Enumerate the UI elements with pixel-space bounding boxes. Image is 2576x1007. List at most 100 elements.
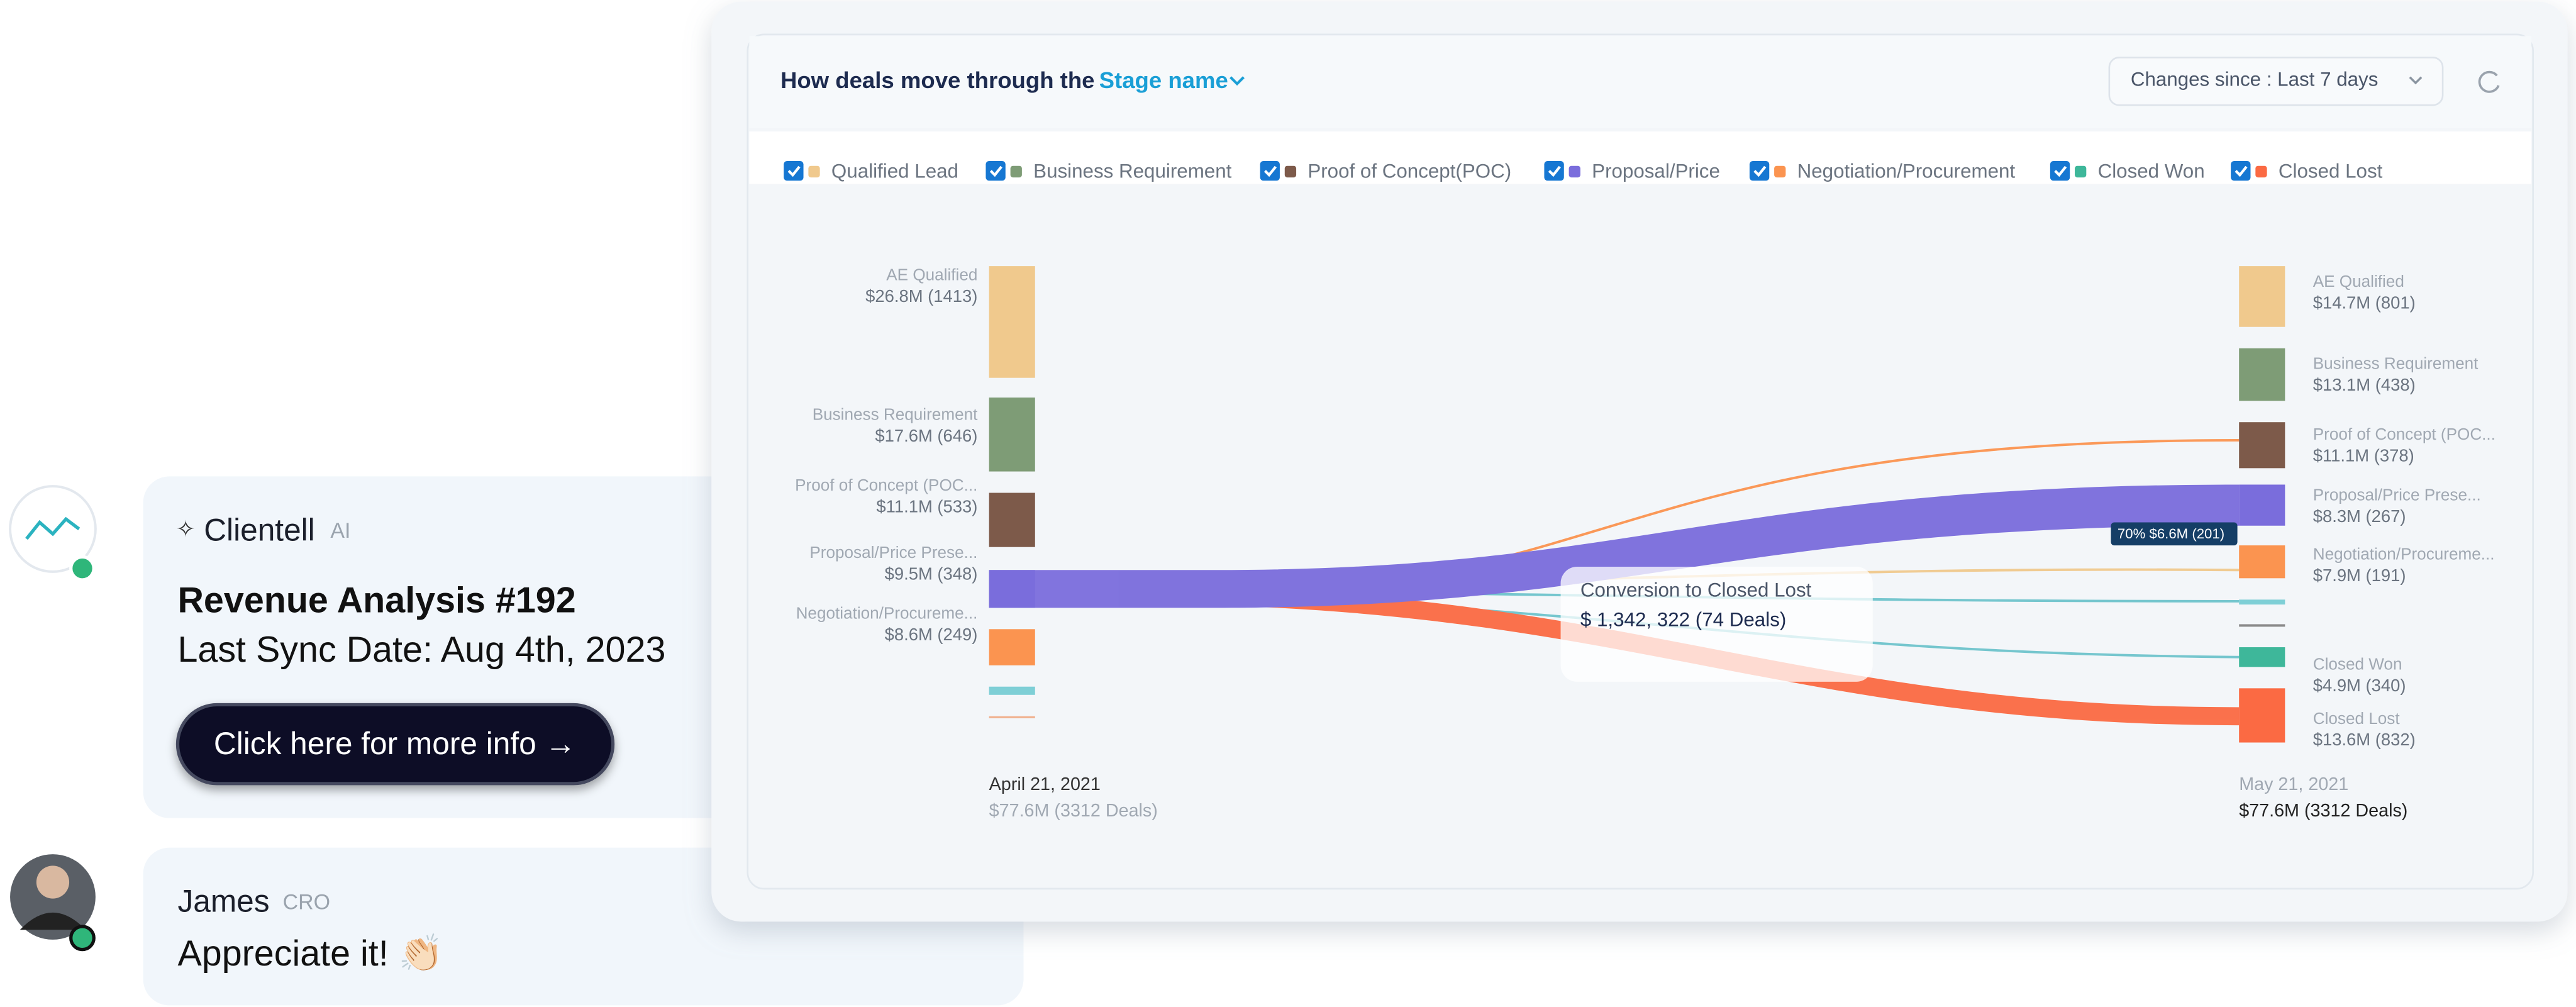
online-dot xyxy=(69,925,96,952)
stage-select[interactable]: Stage name xyxy=(1099,67,1228,93)
node xyxy=(2239,688,2285,743)
check-mark xyxy=(2054,165,2067,177)
avatar-body xyxy=(19,912,86,930)
node xyxy=(2239,266,2285,327)
legend-swatch xyxy=(808,165,820,178)
node-name: Proof of Concept (POC... xyxy=(795,476,977,494)
node-value: $26.8M (1413) xyxy=(865,286,977,306)
node xyxy=(2239,624,2285,627)
stage-chevron[interactable] xyxy=(1230,76,1245,86)
node xyxy=(2239,599,2285,605)
node-value: $9.5M (348) xyxy=(885,564,978,583)
legend-checkbox[interactable] xyxy=(2050,160,2070,181)
node-value: $13.6M (832) xyxy=(2313,730,2416,749)
node-value: $11.1M (533) xyxy=(876,496,977,516)
node xyxy=(2239,647,2285,667)
node-value: $11.1M (378) xyxy=(2313,445,2414,465)
avatar-face xyxy=(36,865,70,899)
node-name: Proposal/Price Prese... xyxy=(809,543,977,562)
legend-swatch xyxy=(1284,165,1297,178)
check-mark xyxy=(1263,165,1277,177)
node xyxy=(2239,545,2285,579)
legend-checkbox[interactable] xyxy=(985,160,1006,181)
legend-checkbox[interactable] xyxy=(784,160,804,181)
legend-label: Qualified Lead xyxy=(831,160,958,182)
legend-label: Negotiation/Procurement xyxy=(1797,160,2016,182)
node xyxy=(989,570,1035,608)
legend-label: Proposal/Price xyxy=(1592,160,1720,182)
node-name: Proposal/Price Prese... xyxy=(2313,486,2481,504)
legend-swatch xyxy=(1010,165,1022,178)
node xyxy=(989,492,1035,547)
bot-badge: AI xyxy=(330,519,350,543)
check-mark xyxy=(2235,165,2248,177)
bot-avatar xyxy=(9,485,97,573)
node-name: Negotiation/Procureme... xyxy=(2313,545,2495,564)
reply-name: James xyxy=(177,884,269,919)
filter-label[interactable]: Changes since : Last 7 days xyxy=(2131,68,2379,90)
bot-name: Clientell xyxy=(204,512,314,547)
node-name: AE Qualified xyxy=(886,265,977,284)
node-name: Closed Won xyxy=(2313,655,2402,674)
left-date: April 21, 2021 xyxy=(989,774,1101,794)
node xyxy=(989,398,1035,472)
legend-checkbox[interactable] xyxy=(1260,160,1280,181)
right-total: $77.6M (3312 Deals) xyxy=(2239,801,2407,821)
node-value: $7.9M (191) xyxy=(2313,565,2406,585)
legend-checkbox[interactable] xyxy=(1544,160,1564,181)
legend-label: Closed Lost xyxy=(2279,160,2383,182)
node-value: $17.6M (646) xyxy=(875,426,977,445)
check-mark xyxy=(787,165,801,177)
more-info-button[interactable] xyxy=(175,703,615,786)
check-mark xyxy=(1548,165,1561,177)
legend-swatch xyxy=(2255,165,2267,178)
legend-label: Business Requirement xyxy=(1033,160,1231,182)
nodes: AE Qualified $26.8M (1413) Business Requir… xyxy=(795,265,2496,749)
legend-swatch xyxy=(1774,165,1786,178)
filter-chevron[interactable] xyxy=(2409,76,2423,85)
bot-subtitle: Last Sync Date: Aug 4th, 2023 xyxy=(177,630,665,670)
flow-badge-label: 70% $6.6M (201) xyxy=(2118,526,2224,542)
more-info-label[interactable]: Click here for more info → xyxy=(214,726,576,761)
heading: How deals move through the xyxy=(780,67,1095,93)
node xyxy=(2239,484,2285,526)
tooltip xyxy=(1560,567,1873,682)
node xyxy=(989,716,1035,718)
left-total: $77.6M (3312 Deals) xyxy=(989,801,1158,821)
node-value: $4.9M (340) xyxy=(2313,676,2406,695)
bot-title: Revenue Analysis #192 xyxy=(177,581,575,621)
right-date: May 21, 2021 xyxy=(2239,774,2348,794)
node-value: $8.6M (249) xyxy=(885,625,978,644)
node-name: Business Requirement xyxy=(813,405,978,424)
node xyxy=(2239,348,2285,401)
check-mark xyxy=(989,165,1002,177)
node-name: AE Qualified xyxy=(2313,272,2404,291)
node xyxy=(989,629,1035,665)
refresh-button[interactable] xyxy=(2478,70,2500,93)
node-name: Closed Lost xyxy=(2313,709,2401,728)
online-dot xyxy=(69,555,96,582)
check-mark xyxy=(1753,165,1767,177)
legend-label: Proof of Concept(POC) xyxy=(1307,160,1511,182)
node xyxy=(989,686,1035,695)
node-name: Business Requirement xyxy=(2313,354,2479,373)
legend-checkbox[interactable] xyxy=(1749,160,1770,181)
chart-card xyxy=(747,33,2534,890)
filter-dropdown[interactable] xyxy=(2108,57,2444,106)
node xyxy=(2239,422,2285,469)
legend: Qualified Lead Business Requirement Proof … xyxy=(784,160,2383,182)
legend-swatch xyxy=(2075,165,2087,178)
node-name: Proof of Concept (POC... xyxy=(2313,425,2496,443)
node-value: $8.3M (267) xyxy=(2313,506,2406,526)
legend-checkbox[interactable] xyxy=(2231,160,2251,181)
node-name: Negotiation/Procureme... xyxy=(796,604,978,623)
node xyxy=(989,266,1035,378)
legend-label: Closed Won xyxy=(2098,160,2205,182)
node-value: $14.7M (801) xyxy=(2313,292,2416,312)
tooltip-title: Conversion to Closed Lost xyxy=(1580,579,1812,601)
sparkle-icon: ✧ xyxy=(176,516,196,542)
flow xyxy=(989,484,2240,608)
tooltip-value: $ 1,342, 322 (74 Deals) xyxy=(1580,609,1786,631)
